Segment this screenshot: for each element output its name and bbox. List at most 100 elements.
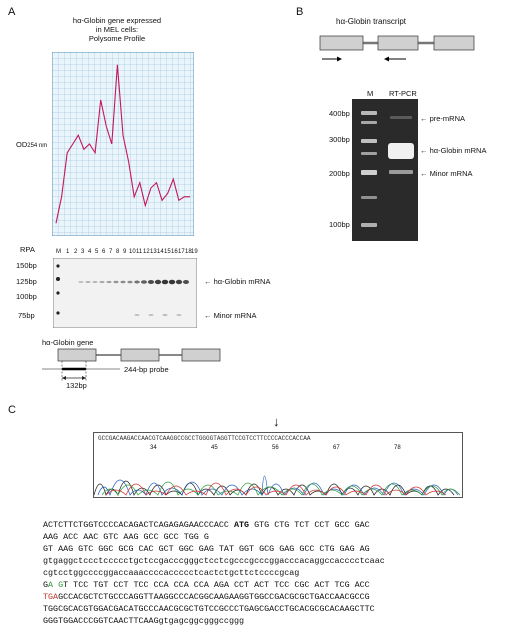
ladder-band <box>361 223 377 227</box>
ladder-band <box>361 170 377 175</box>
chromatogram-sequence: GCCGACAAGACCAACGTCAAGGCCGCCTGGGGTAGGTTCC… <box>98 435 311 442</box>
position-78: 78 <box>394 445 401 451</box>
lane-label: 13 <box>150 249 157 255</box>
start-codon: ATG <box>233 520 250 530</box>
lane-label: 2 <box>74 249 78 255</box>
seq-line-1: ACTCTTCTGGTCCCCACAGACTCAGAGAGAACCCACC AT… <box>43 520 370 530</box>
seq-line-9: GGGTGGACCCGGTCAACTTCAAGgtgagcggcgggccggg <box>43 616 245 626</box>
od-sub: 254 nm <box>27 143 48 149</box>
position-45: 45 <box>211 445 218 451</box>
probe-length-label: 132bp <box>66 381 87 390</box>
lane-label: 10 <box>129 249 136 255</box>
rt-marker-300: 300bp <box>329 135 350 144</box>
seq-line-1-post: GTG CTG TCT CCT GCC GAC <box>249 520 370 530</box>
panel-letter-a: A <box>8 6 16 18</box>
exon-1 <box>57 348 97 362</box>
seq-line-8: TGGCGCACGTGGACGACATGCCCAACGCGCTGTCCGCCCT… <box>43 604 375 614</box>
rt-marker-400: 400bp <box>329 109 350 118</box>
panel-letter-c: C <box>8 404 16 416</box>
rt-pcr-gel <box>352 99 418 241</box>
seq-line-6-a: G <box>43 580 49 590</box>
rt-band-text-pre: pre-mRNA <box>429 114 466 123</box>
stop-codon: TGA <box>43 592 59 602</box>
mutation-arrow-icon: ↓ <box>273 414 280 429</box>
size-marker-100: 100bp <box>16 292 37 301</box>
lane-label: 19 <box>191 249 198 255</box>
rt-marker-200: 200bp <box>329 169 350 178</box>
rpa-minor-bands <box>134 314 182 316</box>
seq-line-6-b: A <box>48 580 59 590</box>
position-67: 67 <box>333 445 340 451</box>
chart-grid <box>52 52 194 236</box>
pre-mrna-band <box>390 116 412 119</box>
minor-mrna-band <box>389 170 413 174</box>
size-marker-150: 150bp <box>16 261 37 270</box>
gel-lane-rtpcr: RT-PCR <box>389 89 417 98</box>
polysome-title: hα-Globin gene expressed in MEL cells: P… <box>52 16 182 43</box>
seq-line-6-c: G <box>58 580 64 590</box>
lane-label: 16 <box>171 249 178 255</box>
probe-label: 244-bp probe <box>124 365 169 374</box>
rt-band-label-globin: ← hα-Globin mRNA <box>420 146 487 155</box>
rt-marker-100: 100bp <box>329 220 350 229</box>
lane-label: 7 <box>109 249 113 255</box>
seq-line-2: AAG ACC AAC GTC AAG GCC GCC TGG G <box>43 532 209 542</box>
rt-band-label-minor: ← Minor mRNA <box>420 169 473 178</box>
polysome-title-line1: hα-Globin gene expressed <box>72 16 162 25</box>
lane-labels: M 1 2 3 4 5 6 7 8 9 10 11 12 13 14 15 16… <box>56 249 198 257</box>
lane-label: M <box>56 249 61 255</box>
seq-line-4: gtgaggctccctccccctgctccgacccgggctcctcgcc… <box>43 556 385 566</box>
rpa-main-bands <box>78 279 189 285</box>
rt-band-text-minor: Minor mRNA <box>429 169 473 178</box>
lane-label: 8 <box>116 249 120 255</box>
position-56: 56 <box>272 445 279 451</box>
lane-label: 4 <box>88 249 92 255</box>
ladder-band <box>361 152 377 155</box>
lane-label: 9 <box>123 249 127 255</box>
gene-label: hα-Globin gene <box>42 338 94 347</box>
rpa-label: RPA <box>20 245 35 254</box>
polysome-profile-chart <box>52 52 194 236</box>
polysome-title-line2: in MEL cells: <box>95 25 139 34</box>
profile-line <box>55 64 190 224</box>
globin-mrna-band <box>388 143 414 159</box>
panel-letter-b: B <box>296 6 304 18</box>
rpa-band-text-main: hα-Globin mRNA <box>213 277 271 286</box>
exon-3 <box>181 348 221 362</box>
seq-line-5: cgtcctggccccggaccaaaccccaccccctcactctgct… <box>43 568 300 578</box>
rpa-gel <box>53 258 197 328</box>
seq-line-3: GT AAG GTC GGC GCG CAC GCT GGC GAG TAT G… <box>43 544 370 554</box>
od-axis-label: OD254 nm <box>16 140 47 149</box>
rpa-band-label-minor: ← Minor mRNA <box>204 311 257 320</box>
lane-label: 17 <box>178 249 185 255</box>
size-marker-125: 125bp <box>16 277 37 286</box>
gel-lane-m: M <box>367 89 374 98</box>
lane-label: 6 <box>102 249 106 255</box>
transcript-label: hα-Globin transcript <box>336 17 406 26</box>
position-34: 34 <box>150 445 157 451</box>
lane-label: 11 <box>136 249 143 255</box>
rt-band-label-pre: ← pre-mRNA <box>420 114 466 123</box>
chromatogram: GCCGACAAGACCAACGTCAAGGCCGCCTGGGGTAGGTTCC… <box>93 432 463 498</box>
lane-label: 3 <box>81 249 85 255</box>
seq-line-6-d: T <box>63 580 69 590</box>
ladder-band <box>361 139 377 143</box>
rpa-band-text-minor: Minor mRNA <box>213 311 257 320</box>
od-label: OD <box>16 140 28 149</box>
lane-label: 18 <box>185 249 192 255</box>
size-marker-75: 75bp <box>18 311 35 320</box>
polysome-title-line3: Polysome Profile <box>88 34 146 43</box>
seq-line-1-pre: ACTCTTCTGGTCCCCACAGACTCAGAGAGAACCCACC <box>43 520 234 530</box>
seq-line-6-e: TCC TGT CCT TCC CCA CCA CCA AGA CCT ACT … <box>68 580 370 590</box>
transcript-diagram <box>319 35 475 62</box>
lane-label: 14 <box>157 249 164 255</box>
lane-label: 15 <box>164 249 171 255</box>
lane-label: 12 <box>143 249 150 255</box>
rpa-band-label-main: ← hα-Globin mRNA <box>204 277 271 286</box>
lane-label: 1 <box>66 249 70 255</box>
seq-line-6: GA GT TCC TGT CCT TCC CCA CCA CCA AGA CC… <box>43 580 370 590</box>
seq-line-7: TGAGCCACGCTCTGCCCAGGTTAAGGCCCACGGCAAGAAG… <box>43 592 370 602</box>
exon-2 <box>120 348 160 362</box>
ladder-band <box>361 111 377 115</box>
gene-diagram <box>42 348 221 381</box>
